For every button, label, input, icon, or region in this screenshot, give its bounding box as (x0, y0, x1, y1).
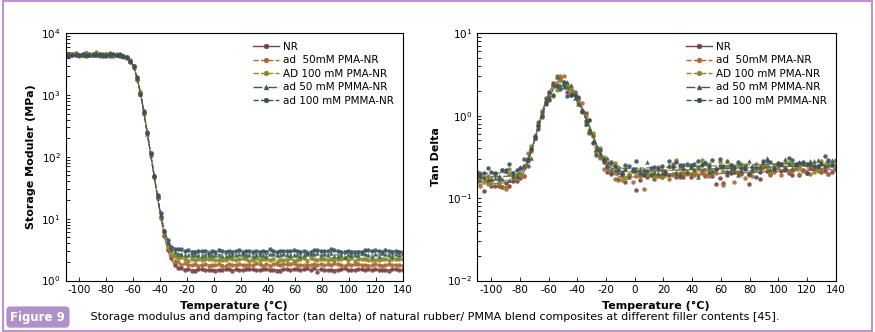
Text: Storage modulus and damping factor (tan delta) of natural rubber/ PMMA blend com: Storage modulus and damping factor (tan … (80, 312, 780, 322)
Y-axis label: Storage Moduler (MPa): Storage Moduler (MPa) (25, 85, 36, 229)
Y-axis label: Tan Delta: Tan Delta (431, 127, 441, 186)
Legend: NR, ad  50mM PMA-NR, AD 100 mM PMA-NR, ad 50 mM PMMA-NR, ad 100 mM PMMA-NR: NR, ad 50mM PMA-NR, AD 100 mM PMA-NR, ad… (683, 39, 830, 109)
Text: Figure 9: Figure 9 (10, 310, 66, 324)
X-axis label: Temperature (°C): Temperature (°C) (603, 301, 711, 311)
X-axis label: Temperature (°C): Temperature (°C) (180, 301, 288, 311)
Legend: NR, ad  50mM PMA-NR, AD 100 mM PMA-NR, ad 50 mM PMMA-NR, ad 100 mM PMMA-NR: NR, ad 50mM PMA-NR, AD 100 mM PMA-NR, ad… (250, 39, 397, 109)
